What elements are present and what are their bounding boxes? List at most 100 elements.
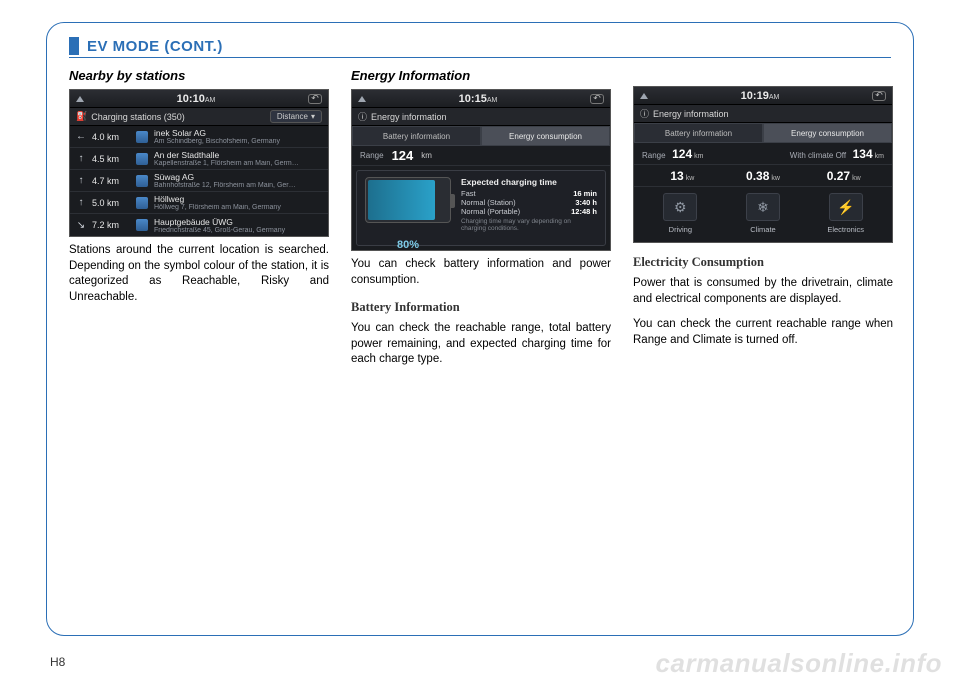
station-text: An der StadthalleKapellenstraße 1, Flörs… [154,150,322,167]
metric-cell: 0.38kw [723,169,804,183]
ect-note: Charging time may vary depending on char… [461,218,597,232]
electronics-icon: ⚡ [829,193,863,221]
shot-subheader: ⓘ Energy information [634,105,892,123]
info-icon: ⓘ [640,107,649,120]
screen-title: Energy information [653,109,729,119]
range-row: Range 124 km With climate Off 134 km [634,143,892,165]
station-row: ↑4.7 kmSüwag AGBahnhofstraße 12, Flörshe… [70,170,328,192]
clock: 10:10AM [177,93,216,105]
column-electricity-consumption: 10:19AM ⓘ Energy information Battery inf… [633,68,893,368]
clock-ampm: AM [205,97,216,104]
alt-range-label: With climate Off [790,151,846,160]
metric-value: 13 [670,169,683,183]
ect-mode: Normal (Station) [461,198,516,207]
ect-time: 3:40 h [575,198,597,207]
alt-range-value: 134 [853,147,873,161]
station-text: inek Solar AGAm Schindberg, Bischofsheim… [154,128,322,145]
home-icon [76,96,84,102]
station-text: Hauptgebäude ÜWGFriedrichstraße 45, Groß… [154,217,322,234]
shot-statusbar: 10:15AM [352,90,610,108]
battery-info-screenshot: 10:15AM ⓘ Energy information Battery inf… [351,89,611,251]
station-address: Am Schindberg, Bischofsheim, Germany [154,138,322,145]
info-icon: ⓘ [358,110,367,123]
station-row: ←4.0 kminek Solar AGAm Schindberg, Bisch… [70,126,328,148]
stations-list: ←4.0 kminek Solar AGAm Schindberg, Bisch… [70,126,328,236]
shot-statusbar: 10:10AM [70,90,328,108]
range-unit: km [694,153,703,160]
ect-time: 12:48 h [571,207,597,216]
tab-battery-info: Battery information [352,126,481,146]
range-value: 124 [672,147,692,161]
battery-fill [368,180,435,220]
electricity-consumption-body2: You can check the current reachable rang… [633,317,893,348]
battery-panel: 80% Expected charging time Fast16 minNor… [356,170,606,246]
metric-unit: kw [771,175,780,182]
shot-subheader: ⛽ Charging stations (350) Distance ▾ [70,108,328,126]
ect-title: Expected charging time [461,177,597,187]
direction-arrow-icon: ↑ [76,197,86,208]
page-number: H8 [50,655,65,669]
station-name: Höllweg [154,194,322,204]
electricity-consumption-subhead: Electricity Consumption [633,255,893,270]
section-bullet-icon [69,37,79,55]
station-distance: 4.5 km [92,154,130,164]
metric-label: Electronics [827,225,864,234]
energy-consumption-screenshot: 10:19AM ⓘ Energy information Battery inf… [633,86,893,243]
metric-label: Driving [669,225,692,234]
ect-mode: Normal (Portable) [461,207,520,216]
metrics-row: 13kw0.38kw0.27kw [634,165,892,187]
station-row: ↑ 5.0 km HöllwegHöllweg 7, Flörsheim am Ma… [70,192,328,214]
station-address: Kapellenstraße 1, Flörsheim am Main, Ger… [154,160,322,167]
metric-unit: kw [852,175,861,182]
sort-pill: Distance ▾ [270,110,322,123]
home-icon [358,96,366,102]
station-distance: 5.0 km [92,198,130,208]
back-icon [308,94,322,104]
manual-page: EV MODE (CONT.) Nearby by stations 10:10… [46,22,914,636]
energy-info-body1: You can check battery information and po… [351,257,611,288]
clock-ampm: AM [487,97,498,104]
metric-cell: 0.27kw [803,169,884,183]
station-text: HöllwegHöllweg 7, Flörsheim am Main, Ger… [154,194,322,211]
charging-stations-screenshot: 10:10AM ⛽ Charging stations (350) Distan… [69,89,329,237]
battery-info-subhead: Battery Information [351,300,611,315]
clock: 10:19AM [741,90,780,102]
station-row: ↑4.5 kmAn der StadthalleKapellenstraße 1… [70,148,328,170]
expected-charging-time: Expected charging time Fast 16 min Normal … [461,177,597,237]
station-type-icon [136,131,148,143]
ect-mode: Fast [461,189,476,198]
stations-count: Charging stations (350) [91,112,185,122]
battery-icon [365,177,451,223]
range-row: Range 124 km [352,146,610,166]
section-title: EV MODE (CONT.) [87,38,223,55]
tab-bar: Battery information Energy consumption [634,123,892,143]
metric-label: Climate [750,225,775,234]
metric-icon-block: ❄Climate [725,193,802,234]
shot-statusbar: 10:19AM [634,87,892,105]
home-icon [640,93,648,99]
charging-plug-icon: ⛽ [76,111,87,122]
spacer [633,68,893,86]
alt-range-unit: km [875,153,884,160]
direction-arrow-icon: ↑ [76,175,86,186]
back-icon [590,94,604,104]
section-header: EV MODE (CONT.) [69,37,891,58]
station-row: ↘7.2 kmHauptgebäude ÜWGFriedrichstraße 4… [70,214,328,236]
station-distance: 7.2 km [92,220,130,230]
ect-time: 16 min [573,189,597,198]
screen-title: Energy information [371,112,447,122]
clock: 10:15AM [459,93,498,105]
station-text: Süwag AGBahnhofstraße 12, Flörsheim am M… [154,172,322,189]
chevron-down-icon: ▾ [311,112,315,121]
shot-subheader: ⓘ Energy information [352,108,610,126]
ect-line: Fast 16 min [461,189,597,198]
metric-icon-block: ⚙Driving [642,193,719,234]
nearby-stations-body: Stations around the current location is … [69,243,329,305]
station-name: Süwag AG [154,172,322,182]
tab-energy-consumption: Energy consumption [763,123,892,143]
station-address: Bahnhofstraße 12, Flörsheim am Main, Ger… [154,182,322,189]
column-energy-information: Energy Information 10:15AM ⓘ Energy info… [351,68,611,368]
battery-info-body: You can check the reachable range, total… [351,321,611,368]
clock-ampm: AM [769,94,780,101]
station-type-icon [136,175,148,187]
